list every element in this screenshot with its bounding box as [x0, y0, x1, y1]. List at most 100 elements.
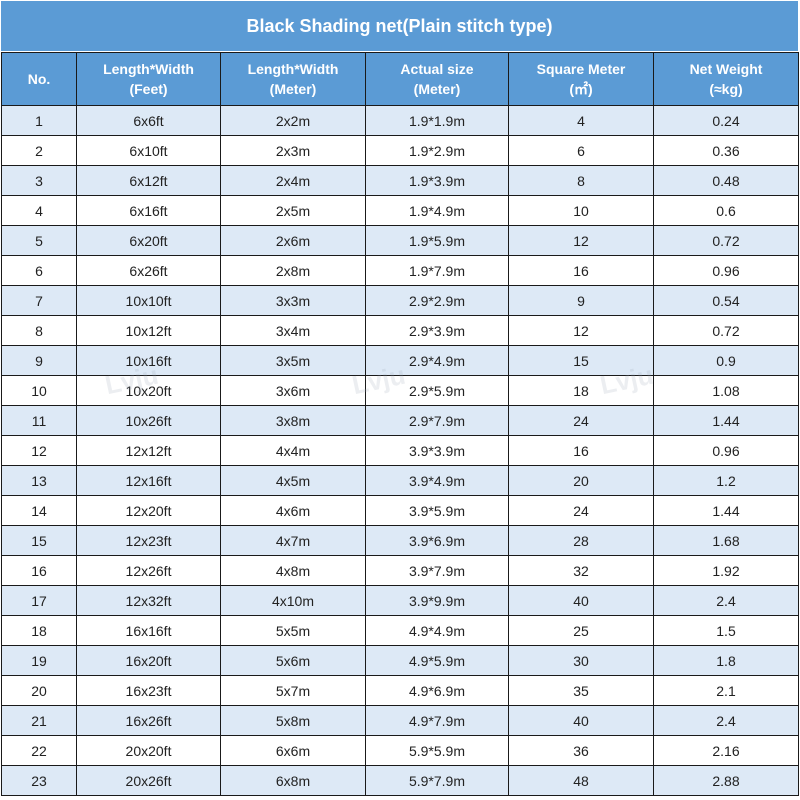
- table-cell: 2.4: [653, 705, 799, 736]
- table-cell: 6x20ft: [76, 225, 221, 256]
- table-cell: 2.88: [653, 765, 799, 796]
- table-cell: 0.72: [653, 225, 799, 256]
- table-cell: 8: [1, 315, 77, 346]
- table-cell: 3x8m: [220, 405, 366, 436]
- table-cell: 2x8m: [220, 255, 366, 286]
- table-cell: 2x6m: [220, 225, 366, 256]
- header-line: (Meter): [413, 81, 461, 97]
- table-cell: 6x12ft: [76, 165, 221, 196]
- table-row: 16 12x26ft 4x8m 3.9*7.9m 32 1.92: [1, 555, 799, 586]
- table-cell: 6: [508, 135, 654, 166]
- table-row: 18 16x16ft 5x5m 4.9*4.9m 25 1.5: [1, 615, 799, 646]
- table-cell: 2x2m: [220, 105, 366, 136]
- table-cell: 40: [508, 705, 654, 736]
- table-cell: 21: [1, 705, 77, 736]
- table-cell: 1.9*3.9m: [365, 165, 509, 196]
- table-cell: 2x4m: [220, 165, 366, 196]
- table-row: 17 12x32ft 4x10m 3.9*9.9m 40 2.4: [1, 585, 799, 616]
- table-cell: 10x10ft: [76, 285, 221, 316]
- column-header: Length*Width (Feet): [76, 52, 221, 106]
- table-cell: 40: [508, 585, 654, 616]
- table-cell: 10: [1, 375, 77, 406]
- table-cell: 5x5m: [220, 615, 366, 646]
- table-cell: 3x5m: [220, 345, 366, 376]
- table-cell: 3x4m: [220, 315, 366, 346]
- table-row: 2 6x10ft 2x3m 1.9*2.9m 6 0.36: [1, 135, 799, 166]
- table-cell: 4.9*7.9m: [365, 705, 509, 736]
- table-cell: 16: [508, 255, 654, 286]
- table-cell: 0.36: [653, 135, 799, 166]
- table-cell: 4x7m: [220, 525, 366, 556]
- table-cell: 14: [1, 495, 77, 526]
- table-cell: 10x20ft: [76, 375, 221, 406]
- table-cell: 18: [508, 375, 654, 406]
- table-cell: 15: [1, 525, 77, 556]
- table-cell: 3x6m: [220, 375, 366, 406]
- table-cell: 3: [1, 165, 77, 196]
- table-cell: 4: [1, 195, 77, 226]
- column-header: Net Weight (≈kg): [653, 52, 799, 106]
- header-line: Actual size: [400, 61, 474, 77]
- table-cell: 0.48: [653, 165, 799, 196]
- table-cell: 9: [508, 285, 654, 316]
- table-cell: 6x8m: [220, 765, 366, 796]
- table-cell: 16: [508, 435, 654, 466]
- table-cell: 1.44: [653, 495, 799, 526]
- table-cell: 0.54: [653, 285, 799, 316]
- table-cell: 1.9*4.9m: [365, 195, 509, 226]
- table-cell: 8: [508, 165, 654, 196]
- table-cell: 3.9*7.9m: [365, 555, 509, 586]
- table-cell: 23: [1, 765, 77, 796]
- table-cell: 2.4: [653, 585, 799, 616]
- table-cell: 12: [1, 435, 77, 466]
- column-header: No.: [1, 52, 77, 106]
- table-cell: 17: [1, 585, 77, 616]
- table-cell: 12x26ft: [76, 555, 221, 586]
- table-cell: 2.1: [653, 675, 799, 706]
- table-cell: 20x26ft: [76, 765, 221, 796]
- table-cell: 4.9*4.9m: [365, 615, 509, 646]
- table-cell: 16x26ft: [76, 705, 221, 736]
- table-cell: 36: [508, 735, 654, 766]
- table-cell: 0.9: [653, 345, 799, 376]
- table-cell: 12: [508, 315, 654, 346]
- table-cell: 28: [508, 525, 654, 556]
- table-cell: 6x6m: [220, 735, 366, 766]
- table-cell: 6x10ft: [76, 135, 221, 166]
- table-cell: 3.9*9.9m: [365, 585, 509, 616]
- table-cell: 1.44: [653, 405, 799, 436]
- table-cell: 4x4m: [220, 435, 366, 466]
- header-line: Length*Width: [247, 61, 339, 77]
- table-cell: 4x5m: [220, 465, 366, 496]
- table-cell: 1.08: [653, 375, 799, 406]
- header-line: Square Meter: [536, 61, 626, 77]
- header-line: (㎡): [569, 81, 593, 97]
- table-cell: 4x6m: [220, 495, 366, 526]
- table-cell: 20: [1, 675, 77, 706]
- table-cell: 24: [508, 495, 654, 526]
- table-row: 7 10x10ft 3x3m 2.9*2.9m 9 0.54: [1, 285, 799, 316]
- table-cell: 4x10m: [220, 585, 366, 616]
- table-cell: 12x16ft: [76, 465, 221, 496]
- table-cell: 1.2: [653, 465, 799, 496]
- table-cell: 32: [508, 555, 654, 586]
- table-cell: 10x12ft: [76, 315, 221, 346]
- table-cell: 12x20ft: [76, 495, 221, 526]
- table-cell: 1.92: [653, 555, 799, 586]
- table-cell: 15: [508, 345, 654, 376]
- table-cell: 4.9*6.9m: [365, 675, 509, 706]
- table-cell: 6: [1, 255, 77, 286]
- table-cell: 2.16: [653, 735, 799, 766]
- table-cell: 16x16ft: [76, 615, 221, 646]
- table-cell: 0.6: [653, 195, 799, 226]
- table-row: 14 12x20ft 4x6m 3.9*5.9m 24 1.44: [1, 495, 799, 526]
- table-cell: 6x26ft: [76, 255, 221, 286]
- table-cell: 2.9*7.9m: [365, 405, 509, 436]
- table-cell: 11: [1, 405, 77, 436]
- table-cell: 5x7m: [220, 675, 366, 706]
- table-cell: 19: [1, 645, 77, 676]
- table-cell: 1: [1, 105, 77, 136]
- table-cell: 2.9*4.9m: [365, 345, 509, 376]
- table-cell: 3.9*3.9m: [365, 435, 509, 466]
